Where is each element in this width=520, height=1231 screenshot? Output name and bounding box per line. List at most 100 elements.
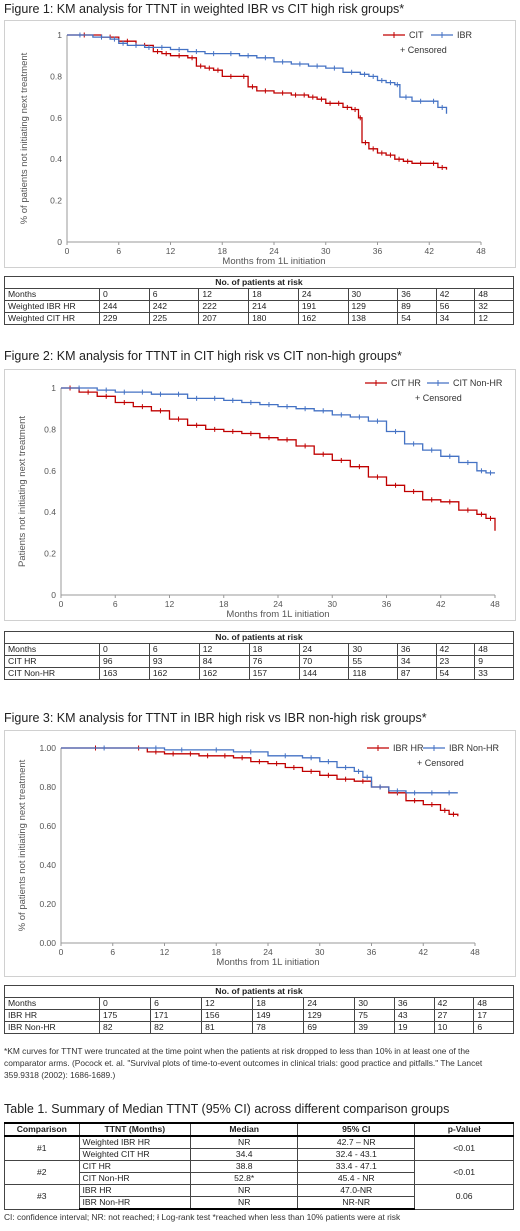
- table-cell: NR: [190, 1135, 299, 1149]
- table-cell: 38.8: [190, 1160, 299, 1173]
- table-cell: 70: [298, 655, 350, 668]
- table-cell: Weighted CIT HR: [78, 1148, 192, 1161]
- table-cell: 93: [148, 655, 200, 668]
- table-cell: 6: [148, 288, 200, 301]
- table-cell: 87: [396, 667, 437, 680]
- table-cell: 39: [354, 1021, 396, 1034]
- table-cell: 149: [252, 1009, 305, 1022]
- summary-header-cell: Comparison: [4, 1122, 80, 1137]
- table-row: IBR Non-HR NR NR-NR: [5, 1196, 514, 1210]
- table-cell: 45.4 - NR: [297, 1172, 416, 1185]
- summary-header-cell: Median: [190, 1122, 299, 1137]
- table-cell: CIT Non-HR: [78, 1172, 192, 1185]
- table-cell: 32.4 - 43.1: [297, 1148, 416, 1161]
- table-cell: 162: [148, 667, 200, 680]
- table-cell: 33: [474, 667, 514, 680]
- table-row: #2 CIT HR 38.8 33.4 - 47.1 <0.01: [4, 1160, 514, 1185]
- table-cell: 129: [303, 1009, 356, 1022]
- figure2-x-tick-label: 48: [490, 599, 500, 609]
- figure3-legend-censored-note: + Censored: [417, 758, 464, 768]
- figure3-x-tick-label: 36: [367, 947, 377, 957]
- figure3-x-tick-label: 24: [263, 947, 273, 957]
- summary-header-row: Comparison TTNT (Months) Median 95% CI p-Val…: [4, 1122, 514, 1137]
- table-row: #3 IBR HR NR 47.0-NR 0.06: [4, 1184, 514, 1210]
- table-cell: 55: [348, 655, 398, 668]
- table-cell: 54: [397, 312, 437, 325]
- figure2-y-tick-label: 0: [51, 590, 56, 600]
- figure3-x-tick-label: 0: [59, 947, 64, 957]
- figure2-x-tick-label: 12: [165, 599, 175, 609]
- figure1-x-tick-label: 36: [373, 246, 383, 256]
- figure2-x-tick-label: 18: [219, 599, 229, 609]
- table-cell: Months: [4, 288, 100, 301]
- figure3-y-tick-label: 0.00: [39, 938, 56, 948]
- summary-title: Table 1. Summary of Median TTNT (95% CI)…: [4, 1102, 450, 1116]
- table-row: CIT HR 96 93 84 76 70 55 34 23 9: [4, 655, 514, 668]
- figure1-y-tick-label: 0.8: [50, 71, 62, 81]
- table-cell: 242: [148, 300, 200, 313]
- table-cell: 0: [99, 643, 150, 656]
- table-cell: 36: [394, 997, 435, 1010]
- table-cell: 42: [435, 643, 476, 656]
- table-row: Months 0 6 12 18 24 30 36 42 48: [4, 643, 514, 656]
- figure2-title: Figure 2: KM analysis for TTNT in CIT hi…: [4, 349, 402, 363]
- figure1-risk-caption: No. of patients at risk: [4, 276, 514, 289]
- table-cell: 0: [98, 997, 152, 1010]
- table-cell: 24: [303, 997, 356, 1010]
- table-cell: IBR Non-HR: [78, 1196, 192, 1210]
- figure2-y-tick-label: 0.6: [44, 466, 56, 476]
- summary-note: CI: confidence interval; NR: not reached…: [4, 1212, 401, 1222]
- table-row: Weighted CIT HR 34.4 32.4 - 43.1: [5, 1148, 514, 1161]
- figure2-x-tick-label: 30: [328, 599, 338, 609]
- table-cell: 229: [99, 312, 150, 325]
- table-row: Months 0 6 12 18 24 30 36 42 48: [4, 288, 514, 301]
- table-cell: 27: [433, 1009, 475, 1022]
- figure2-y-tick-label: 1: [51, 383, 56, 393]
- table-cell: 244: [99, 300, 150, 313]
- figure2-y-tick-label: 0.8: [44, 424, 56, 434]
- table-cell: CIT HR: [78, 1160, 192, 1173]
- table-cell: 34: [435, 312, 476, 325]
- table-cell: 24: [297, 288, 349, 301]
- figure1-x-axis-label: Months from 1L initiation: [222, 256, 325, 267]
- table-cell: 36: [397, 288, 437, 301]
- table-cell: 42: [433, 997, 475, 1010]
- table-cell: 157: [248, 667, 300, 680]
- figure1-legend-label: CIT: [409, 30, 424, 40]
- figure2-y-axis-label: Patients not initiating next treatment: [17, 416, 28, 567]
- table-row: Weighted IBR HR 244 242 222 214 191 129 89 56 32: [4, 300, 514, 313]
- table-cell: 175: [98, 1009, 152, 1022]
- figure3-y-tick-label: 1.00: [39, 743, 56, 753]
- table-cell: 6: [150, 997, 203, 1010]
- table-cell: 163: [99, 667, 150, 680]
- figure3-legend-label: IBR Non-HR: [449, 743, 500, 753]
- table-cell: 84: [198, 655, 250, 668]
- table-row: IBR Non-HR 82 82 81 78 69 39 19 10 6: [4, 1021, 514, 1034]
- table-cell: 76: [248, 655, 300, 668]
- table-cell: Weighted CIT HR: [4, 312, 100, 325]
- figure1-x-tick-label: 42: [425, 246, 435, 256]
- table-cell: 225: [148, 312, 200, 325]
- table-cell: 36: [396, 643, 437, 656]
- figure1-series-1-line: [67, 34, 448, 170]
- summary-comparison-cell: #3: [4, 1184, 80, 1210]
- figure1-x-tick-label: 6: [116, 246, 121, 256]
- table-cell: 222: [198, 300, 250, 313]
- table-cell: Weighted IBR HR: [4, 300, 100, 313]
- table-cell: 118: [348, 667, 398, 680]
- figure2-legend-censored-note: + Censored: [415, 393, 462, 403]
- table-cell: 6: [473, 1021, 514, 1034]
- figure2-x-axis-label: Months from 1L initiation: [226, 609, 329, 620]
- table-cell: 43: [394, 1009, 435, 1022]
- table-cell: 33.4 - 47.1: [297, 1160, 416, 1173]
- table-cell: 42: [435, 288, 476, 301]
- figure1-x-tick-label: 18: [218, 246, 228, 256]
- table-cell: 6: [148, 643, 200, 656]
- table-cell: 34.4: [190, 1148, 299, 1161]
- summary-pvalue-cell: <0.01: [414, 1135, 514, 1161]
- figure3-y-tick-label: 0.20: [39, 899, 56, 909]
- table-row: CIT Non-HR 163 162 162 157 144 118 87 54 33: [4, 667, 514, 680]
- table-cell: 81: [201, 1021, 254, 1034]
- table-cell: 19: [394, 1021, 435, 1034]
- figure1-y-tick-label: 0: [57, 237, 62, 247]
